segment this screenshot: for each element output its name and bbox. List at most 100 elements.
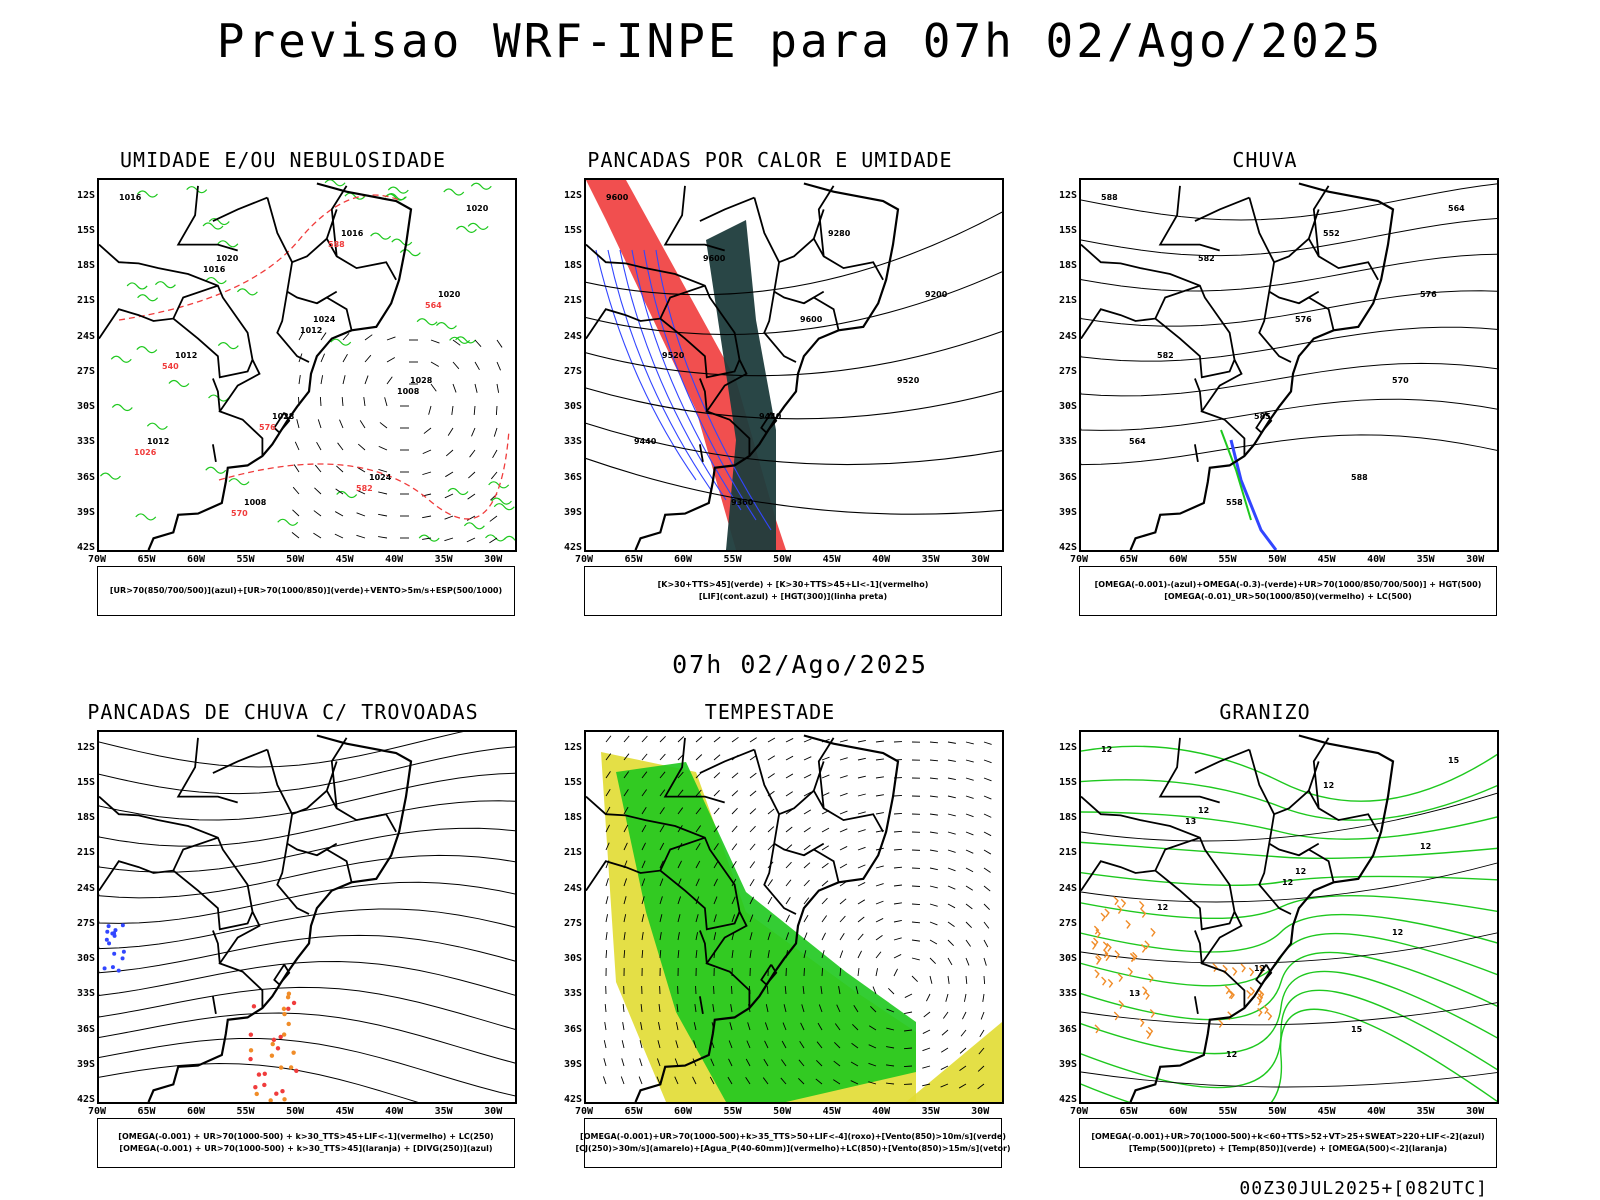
panel-title: TEMPESTADE (520, 700, 1020, 724)
lat-tick-label: 30S (69, 953, 95, 964)
contour-label: 9600 (800, 315, 823, 324)
country-border (267, 750, 309, 915)
temp500-contour (1081, 1072, 1497, 1087)
wind-arrow (297, 419, 299, 428)
lon-tick-label: 45W (817, 1106, 847, 1117)
wind-arrow (314, 511, 321, 516)
streamline (99, 732, 515, 767)
lon-tick-label: 50W (1262, 1106, 1292, 1117)
lon-tick-label: 65W (132, 554, 162, 565)
streamline (99, 909, 515, 949)
thunder-dot (262, 1083, 266, 1087)
country-border (1195, 198, 1250, 222)
country-border (292, 791, 327, 815)
lon-tick-label: 30W (1460, 554, 1490, 565)
wind-arrow (624, 736, 629, 742)
lat-tick-label: 36S (556, 472, 582, 483)
wind-arrow (714, 790, 720, 796)
omega-orange (1118, 974, 1122, 982)
panel-title: GRANIZO (1015, 700, 1515, 724)
wind-arrow (840, 793, 848, 796)
divergence-dot (103, 966, 107, 970)
wind-arrow (894, 920, 902, 922)
wind-arrow (840, 899, 846, 904)
streamline (99, 773, 515, 820)
wind-arrow (642, 736, 647, 742)
wind-arrow (475, 362, 479, 370)
wind-arrow (448, 428, 453, 436)
lon-tick-label: 50W (767, 1106, 797, 1117)
legend-line: [CJ(250)>30m/s](amarelo)+[Agua_P(40-60mm… (575, 1143, 1010, 1155)
lat-tick-label: 42S (556, 1094, 582, 1105)
country-border (1269, 292, 1319, 304)
wind-arrow (335, 512, 343, 516)
map-layers: 1212121213121212121215151312 (1081, 736, 1497, 1103)
country-border (213, 996, 216, 1014)
omega-orange (1139, 901, 1143, 909)
wind-arrow (822, 863, 828, 868)
wind-arrow (489, 538, 497, 543)
legend-line: [LIF](cont.azul) + [HGT(300)](linha pret… (699, 591, 887, 603)
wind-arrow (876, 777, 884, 778)
streamline (99, 855, 515, 898)
lat-tick-label: 12S (1051, 742, 1077, 753)
humidity-green-contour (337, 491, 357, 497)
wind-arrow (981, 1012, 984, 1019)
contour-label: 582 (1198, 254, 1215, 263)
wind-arrow (948, 760, 956, 761)
wind-arrow (930, 742, 938, 743)
wind-arrow (912, 904, 920, 905)
wind-arrow (604, 1040, 606, 1048)
lat-tick-label: 27S (1051, 366, 1077, 377)
wind-arrow (493, 450, 497, 458)
contour-label: 9280 (828, 229, 851, 238)
lat-tick-label: 18S (1051, 260, 1077, 271)
wind-arrow (840, 776, 848, 778)
divergence-dot (107, 941, 111, 945)
omega-orange (1146, 1031, 1150, 1039)
map-panel: PANCADAS POR CALOR E UMIDADE 12S 15S 18S 21S… (520, 148, 1020, 633)
contour-label: 12 (1282, 878, 1293, 887)
contour-label: 570 (231, 509, 248, 518)
lat-tick-label: 27S (1051, 918, 1077, 929)
contour-label: 540 (162, 362, 179, 371)
wind-arrow (946, 994, 948, 1002)
omega-orange (1232, 968, 1236, 976)
omega-orange (1107, 943, 1111, 951)
humidity-green-contour (203, 223, 223, 229)
lat-tick-label: 36S (69, 472, 95, 483)
wind-arrow (984, 904, 990, 910)
contour-label: 1024 (369, 473, 392, 482)
contour-label: 582 (356, 484, 373, 493)
country-border (1155, 319, 1234, 378)
omega-orange (1105, 909, 1109, 917)
humidity-green-contour (504, 536, 515, 542)
thunder-dot (270, 1053, 274, 1057)
omega-orange (1108, 979, 1112, 987)
wind-arrow (840, 829, 847, 832)
wind-arrow (966, 814, 974, 817)
panel-legend: [OMEGA(-0.001)+UR>70(1000-500)+k>35_TTS>… (584, 1118, 1002, 1168)
lat-tick-label: 18S (69, 812, 95, 823)
lat-tick-label: 39S (69, 1059, 95, 1070)
humidity-green-contour (112, 404, 132, 410)
map-layers: 9600960096009520944093609280920095209440 (586, 180, 1002, 550)
lon-tick-label: 70W (82, 1106, 112, 1117)
humidity-green-contour (325, 180, 345, 186)
mid-title: 07h 02/Ago/2025 (0, 650, 1600, 679)
wind-arrow (606, 896, 608, 904)
humidity-green-contour (278, 519, 298, 525)
wind-arrow (966, 796, 974, 798)
wind-arrow (876, 795, 884, 796)
height-streamline (1081, 327, 1497, 361)
wind-arrow (379, 446, 387, 450)
height-streamline (1081, 183, 1497, 220)
country-border (1195, 996, 1198, 1014)
wind-arrow (768, 897, 772, 904)
streamline (99, 935, 515, 972)
wind-arrow (491, 472, 497, 479)
wind-arrow (750, 773, 756, 778)
wind-arrow (804, 810, 811, 814)
wind-arrow (378, 492, 387, 494)
country-border (267, 198, 309, 363)
